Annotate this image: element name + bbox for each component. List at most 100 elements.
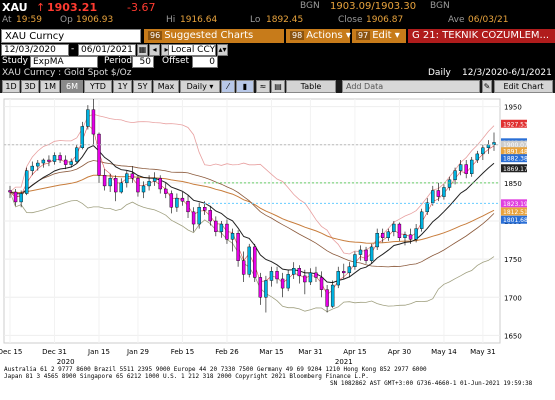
range-6m[interactable]: 6M — [61, 80, 83, 93]
year-label: 2021 — [335, 358, 353, 366]
candle-body — [236, 232, 240, 261]
candle-body — [425, 202, 429, 213]
candle-body — [269, 271, 274, 281]
range-ytd[interactable]: YTD — [84, 80, 112, 93]
candle-body — [203, 207, 207, 211]
candle-body — [180, 197, 185, 202]
x-tick-label: Feb 15 — [171, 348, 195, 356]
candle-body — [397, 223, 402, 238]
security-description: XAU Curncy : Gold Spot $/Oz — [2, 68, 132, 78]
offset-input[interactable]: 0 — [192, 56, 218, 68]
prev-icon[interactable]: ◂ — [149, 44, 160, 56]
source-label-1: BGN — [300, 1, 320, 11]
quote-bar: XAU ↑ 1903.21 -3.67 BGN 1903.09/1903.30 … — [0, 0, 555, 14]
candle-body — [330, 284, 335, 307]
actions-button[interactable]: 98 Actions ▾ — [286, 29, 351, 43]
candle-body — [91, 109, 96, 135]
ema-3-line — [9, 124, 495, 296]
candle-body — [219, 223, 224, 232]
currency-spin-icon[interactable]: ▴▾ — [217, 44, 228, 56]
suggested-charts-button[interactable]: 96 Suggested Charts — [144, 29, 284, 43]
frequency-label: Daily — [428, 68, 451, 78]
calendar-icon[interactable]: ▦ — [137, 44, 148, 56]
candle-chart-icon[interactable]: ▮ — [236, 80, 254, 93]
table-button[interactable]: Table — [286, 80, 336, 93]
candle-body — [225, 223, 229, 240]
candle-body — [403, 234, 407, 238]
quote-details: At 19:59 Op 1906.93 Hi 1916.64 Lo 1892.4… — [0, 14, 555, 27]
chart-subtitle: XAU Curncy : Gold Spot $/Oz Daily 12/3/2… — [0, 68, 555, 80]
high-label: Hi — [166, 15, 176, 25]
candle-body — [164, 188, 168, 194]
range-5y[interactable]: 5Y — [133, 80, 152, 93]
candle-body — [24, 170, 29, 194]
pencil-icon[interactable]: ✎ — [482, 80, 492, 93]
date-row: 12/03/2020 - 06/01/2021 ▦ ◂ ▸ Local CCY … — [0, 44, 555, 57]
candle-body — [147, 181, 151, 187]
candle-body — [258, 277, 263, 298]
currency-select[interactable]: Local CCY — [168, 44, 216, 56]
range-1m[interactable]: 1M — [40, 80, 60, 93]
range-1y[interactable]: 1Y — [113, 80, 132, 93]
edit-chart-button[interactable]: Edit Chart — [494, 80, 553, 93]
candle-body — [175, 197, 179, 208]
line-chart-icon[interactable]: ⁄ — [221, 80, 235, 93]
candle-body — [169, 193, 174, 208]
candle-body — [325, 289, 329, 307]
candle-body — [414, 228, 418, 240]
study-select[interactable]: ExpMA — [30, 56, 98, 68]
x-tick-label: Apr 15 — [343, 348, 366, 356]
x-tick-label: Mar 15 — [259, 348, 283, 356]
compare-icon[interactable]: ≈ — [256, 80, 270, 93]
candle-body — [80, 126, 85, 149]
add-data-field[interactable]: Add Data — [342, 80, 480, 93]
period-label: Period — [104, 56, 133, 66]
range-3d[interactable]: 3D — [21, 80, 39, 93]
period-input[interactable]: 50 — [132, 56, 154, 68]
footer-line-1: Australia 61 2 9777 8600 Brazil 5511 239… — [4, 366, 427, 373]
candle-body — [125, 173, 129, 184]
start-date-input[interactable]: 12/03/2020 — [1, 44, 69, 56]
x-tick-label: Dec 15 — [0, 348, 22, 356]
ticker-label: XAU — [2, 1, 28, 14]
grid-icon[interactable]: ▤ — [271, 80, 285, 93]
candle-body — [158, 178, 162, 190]
candle-body — [381, 232, 385, 238]
candle-body — [264, 280, 268, 298]
edit-num: 97 — [356, 31, 371, 40]
candle-body — [119, 182, 123, 193]
close-value: 1906.87 — [366, 15, 404, 25]
end-date-input[interactable]: 06/01/2021 — [78, 44, 136, 56]
candle-body — [208, 210, 212, 222]
range-1d[interactable]: 1D — [2, 80, 20, 93]
candle-body — [36, 162, 40, 167]
candle-body — [247, 246, 251, 275]
candle-body — [230, 232, 235, 240]
edit-button[interactable]: 97 Edit ▾ — [352, 29, 406, 43]
candle-body — [442, 187, 446, 197]
candle-body — [297, 268, 301, 277]
candle-body — [186, 200, 190, 213]
candle-body — [308, 272, 313, 283]
ave-date: 06/03/21 — [468, 15, 509, 25]
range-max[interactable]: Max — [153, 80, 179, 93]
actions-label: Actions ▾ — [306, 30, 351, 41]
candle-body — [280, 278, 285, 289]
y-tick-label: 1950 — [504, 104, 522, 112]
close-label: Close — [338, 15, 363, 25]
x-tick-label: Apr 30 — [388, 348, 411, 356]
candle-body — [353, 254, 357, 267]
edit-label: Edit ▾ — [372, 30, 400, 41]
period-select[interactable]: Daily ▾ — [180, 80, 220, 93]
candle-body — [347, 266, 352, 274]
price-label-box — [501, 207, 527, 216]
candle-body — [8, 190, 12, 193]
footer: Australia 61 2 9777 8600 Brazil 5511 239… — [0, 366, 555, 400]
news-button[interactable]: G 21: TEKNIK COZUMLEM... — [408, 29, 555, 43]
candle-body — [197, 207, 201, 225]
security-input[interactable]: XAU Curncy — [1, 29, 141, 43]
candle-body — [475, 153, 480, 161]
candle-body — [253, 246, 257, 278]
price-label-box — [501, 199, 527, 208]
